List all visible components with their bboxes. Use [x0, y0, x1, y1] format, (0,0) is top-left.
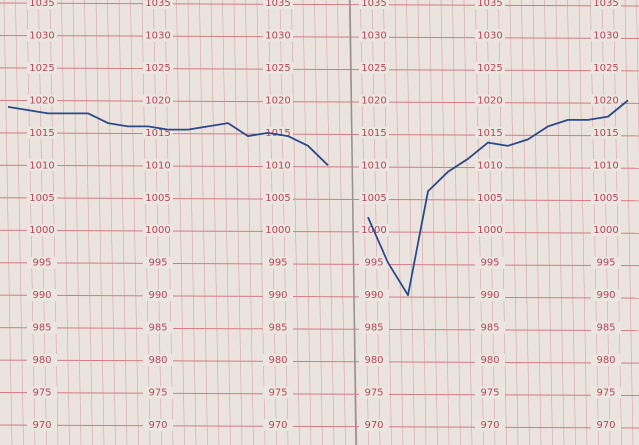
scale-label: 1030 — [593, 30, 618, 41]
scale-label: 995 — [480, 258, 499, 269]
scale-label: 990 — [148, 290, 167, 301]
scale-label: 995 — [32, 258, 51, 269]
scale-label: 995 — [364, 258, 383, 269]
scale-label: 980 — [148, 355, 167, 366]
scale-label: 1030 — [265, 30, 290, 41]
scale-label: 980 — [364, 355, 383, 366]
scale-label: 990 — [480, 290, 499, 301]
scale-label: 1025 — [593, 63, 618, 74]
scale-label: 975 — [32, 388, 51, 399]
scale-label: 1030 — [145, 30, 170, 41]
paper — [0, 0, 639, 445]
scale-label: 1035 — [593, 0, 618, 9]
scale-label: 1030 — [29, 30, 54, 41]
scale-label: 1025 — [361, 63, 386, 74]
scale-label: 975 — [596, 388, 615, 399]
scale-label: 980 — [268, 355, 287, 366]
scale-label: 990 — [268, 290, 287, 301]
scale-label: 1020 — [361, 95, 386, 106]
scale-label: 970 — [32, 420, 51, 431]
scale-label: 1000 — [265, 225, 290, 236]
scale-label: 1000 — [593, 225, 618, 236]
scale-label: 980 — [480, 355, 499, 366]
scale-label: 1035 — [29, 0, 54, 9]
scale-label: 970 — [268, 420, 287, 431]
scale-label: 985 — [148, 323, 167, 334]
scale-label: 1030 — [361, 30, 386, 41]
scale-label: 1020 — [477, 95, 502, 106]
scale-label: 1005 — [29, 193, 54, 204]
scale-label: 1005 — [593, 193, 618, 204]
scale-label: 975 — [148, 388, 167, 399]
scale-label: 990 — [364, 290, 383, 301]
scale-label: 1035 — [265, 0, 290, 9]
scale-label: 1035 — [477, 0, 502, 9]
scale-label: 1030 — [477, 30, 502, 41]
scale-label: 985 — [364, 323, 383, 334]
scale-label: 985 — [32, 323, 51, 334]
scale-label: 975 — [480, 388, 499, 399]
scale-label: 1020 — [593, 95, 618, 106]
scale-label: 985 — [480, 323, 499, 334]
scale-label: 990 — [596, 290, 615, 301]
scale-label: 1005 — [265, 193, 290, 204]
scale-label: 1015 — [361, 128, 386, 139]
scale-label: 1015 — [29, 128, 54, 139]
scale-label: 975 — [364, 388, 383, 399]
scale-label: 1005 — [361, 193, 386, 204]
scale-label: 1025 — [265, 63, 290, 74]
scale-label: 1010 — [265, 160, 290, 171]
scale-label: 995 — [268, 258, 287, 269]
scale-label: 1020 — [29, 95, 54, 106]
scale-label: 985 — [596, 323, 615, 334]
scale-label: 1010 — [29, 160, 54, 171]
scale-label: 1010 — [145, 160, 170, 171]
scale-label: 990 — [32, 290, 51, 301]
scale-label: 1035 — [145, 0, 170, 9]
scale-label: 995 — [596, 258, 615, 269]
scale-label: 1000 — [145, 225, 170, 236]
scale-label: 970 — [148, 420, 167, 431]
scale-label: 1025 — [145, 63, 170, 74]
scale-label: 980 — [596, 355, 615, 366]
scale-label: 1015 — [593, 128, 618, 139]
scale-label: 970 — [480, 420, 499, 431]
scale-label: 1015 — [477, 128, 502, 139]
scale-label: 1035 — [361, 0, 386, 9]
scale-label: 1005 — [145, 193, 170, 204]
scale-label: 995 — [148, 258, 167, 269]
scale-label: 1005 — [477, 193, 502, 204]
scale-label: 980 — [32, 355, 51, 366]
scale-label: 1010 — [361, 160, 386, 171]
scale-label: 1020 — [145, 95, 170, 106]
scale-label: 1000 — [29, 225, 54, 236]
scale-label: 1020 — [265, 95, 290, 106]
scale-label: 970 — [364, 420, 383, 431]
scale-label: 975 — [268, 388, 287, 399]
scale-label: 1025 — [477, 63, 502, 74]
barograph-chart: 1035 1035 1035 1035 1035 1035 1030 1030 1030 1030… — [0, 0, 639, 445]
scale-label: 1010 — [477, 160, 502, 171]
scale-label: 1025 — [29, 63, 54, 74]
scale-label: 985 — [268, 323, 287, 334]
scale-label: 1000 — [477, 225, 502, 236]
scale-label: 970 — [596, 420, 615, 431]
scale-label: 1010 — [593, 160, 618, 171]
